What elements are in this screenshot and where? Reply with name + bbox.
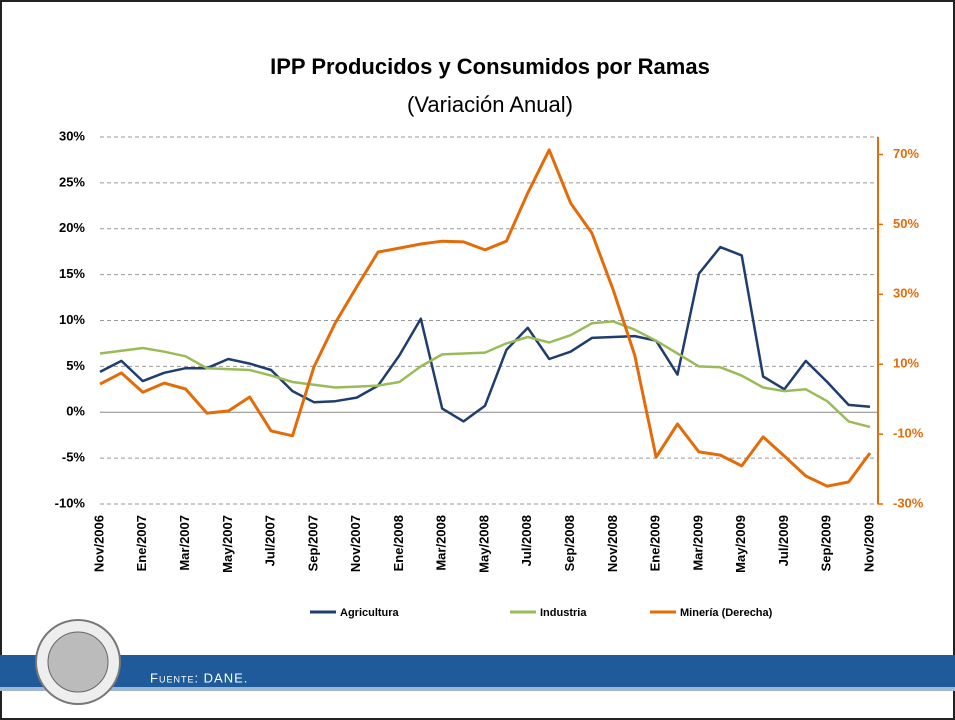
footer-band-edge	[0, 687, 955, 691]
y-tick-label: 5%	[66, 358, 85, 373]
x-tick-label: Nov/2007	[348, 515, 363, 572]
y-tick-label: 15%	[59, 266, 85, 281]
y2-tick-label: -30%	[893, 495, 924, 510]
y2-tick-label: 50%	[893, 216, 919, 231]
legend-label: Minería (Derecha)	[680, 607, 773, 619]
y-tick-label: 30%	[59, 128, 85, 143]
x-tick-label: Jul/2009	[776, 515, 791, 566]
x-tick-label: May/2008	[476, 515, 491, 573]
footer-band	[0, 655, 955, 687]
y2-tick-label: 10%	[893, 356, 919, 371]
x-tick-label: Ene/2007	[134, 515, 149, 571]
x-tick-label: Mar/2007	[177, 515, 192, 571]
y-tick-label: 0%	[66, 404, 85, 419]
x-tick-label: Mar/2009	[690, 515, 705, 571]
y-tick-label: -5%	[62, 450, 86, 465]
x-tick-label: Nov/2009	[861, 515, 876, 572]
x-tick-label: Ene/2008	[391, 515, 406, 571]
y-tick-label: 10%	[59, 312, 85, 327]
x-tick-label: Nov/2006	[91, 515, 106, 572]
series-line	[99, 148, 872, 488]
y2-tick-label: 70%	[893, 146, 919, 161]
y2-tick-label: -10%	[893, 426, 924, 441]
x-tick-label: May/2007	[220, 515, 235, 573]
x-tick-label: Jul/2007	[263, 515, 278, 566]
y-tick-label: 20%	[59, 220, 85, 235]
x-tick-label: Mar/2008	[434, 515, 449, 571]
series-line	[99, 320, 871, 429]
x-tick-label: May/2009	[733, 515, 748, 573]
source-note: Fuente: DANE.	[150, 670, 248, 685]
x-tick-label: Sep/2009	[819, 515, 834, 571]
y-tick-label: 25%	[59, 174, 85, 189]
y2-tick-label: 30%	[893, 286, 919, 301]
x-tick-label: Nov/2008	[605, 515, 620, 572]
x-tick-label: Ene/2009	[648, 515, 663, 571]
series-line	[99, 245, 871, 423]
logo-inner	[47, 631, 109, 693]
legend-label: Industria	[540, 607, 587, 619]
x-tick-label: Jul/2008	[519, 515, 534, 566]
chart-title: IPP Producidos y Consumidos por Ramas	[270, 54, 710, 79]
chart-subtitle: (Variación Anual)	[407, 92, 573, 117]
legend-label: Agricultura	[340, 607, 400, 619]
y-tick-label: -10%	[55, 495, 86, 510]
x-tick-label: Sep/2008	[562, 515, 577, 571]
x-tick-label: Sep/2007	[305, 515, 320, 571]
